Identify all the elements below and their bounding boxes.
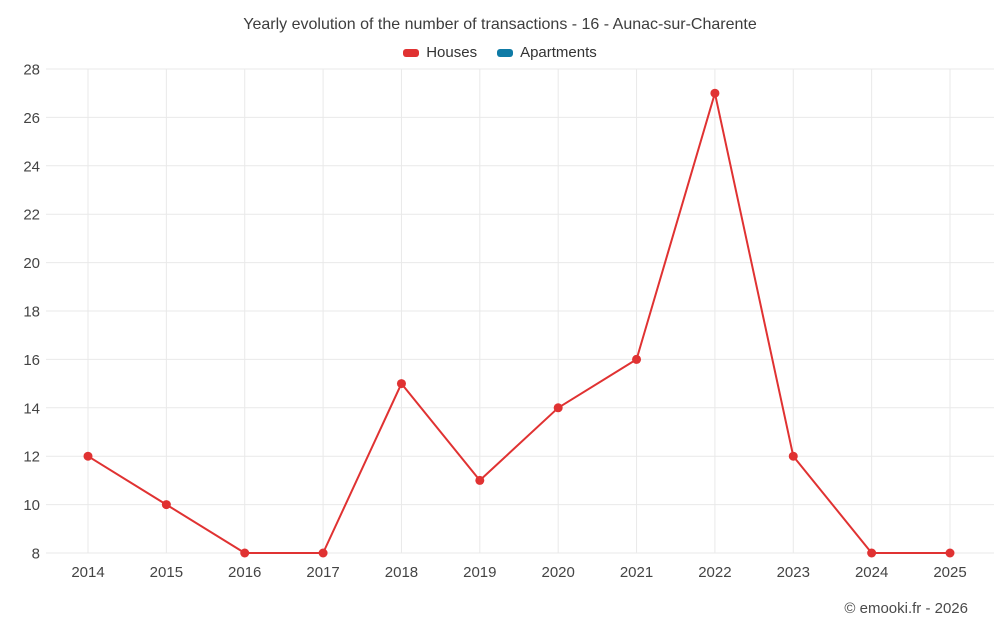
- houses-line: [87, 92, 950, 554]
- legend-item-houses[interactable]: Houses: [403, 44, 477, 61]
- legend-swatch-houses: [403, 48, 420, 57]
- y-tick-label: 26: [23, 110, 40, 127]
- x-tick-label: 2019: [463, 564, 496, 581]
- legend: Houses Apartments: [0, 44, 1000, 61]
- houses-point[interactable]: [710, 88, 720, 98]
- x-tick-label: 2024: [855, 564, 888, 581]
- y-tick-label: 22: [23, 207, 40, 224]
- legend-item-apartments[interactable]: Apartments: [497, 44, 597, 61]
- houses-point[interactable]: [240, 548, 250, 558]
- copyright: © emooki.fr - 2026: [844, 600, 968, 617]
- legend-swatch-apartments: [497, 48, 514, 57]
- y-tick-label: 8: [32, 546, 40, 563]
- y-tick-label: 24: [23, 158, 40, 175]
- legend-label-houses: Houses: [426, 44, 478, 61]
- y-tick-label: 12: [23, 449, 40, 466]
- x-tick-label: 2023: [777, 564, 810, 581]
- chart-title: Yearly evolution of the number of transa…: [243, 16, 757, 33]
- legend-label-apartments: Apartments: [520, 44, 597, 61]
- x-tick-label: 2014: [71, 564, 104, 581]
- houses-point[interactable]: [161, 500, 171, 510]
- y-tick-label: 14: [23, 400, 40, 417]
- x-tick-label: 2020: [541, 564, 574, 581]
- x-tick-label: 2022: [698, 564, 731, 581]
- x-tick-label: 2017: [306, 564, 339, 581]
- houses-point[interactable]: [632, 354, 642, 364]
- y-tick-label: 16: [23, 352, 40, 369]
- y-tick-label: 18: [23, 304, 40, 321]
- x-tick-label: 2018: [385, 564, 418, 581]
- y-tick-label: 28: [23, 62, 40, 79]
- houses-point[interactable]: [867, 548, 877, 558]
- houses-point[interactable]: [475, 475, 485, 485]
- houses-point[interactable]: [788, 451, 798, 461]
- houses-point[interactable]: [945, 548, 955, 558]
- x-tick-label: 2021: [620, 564, 653, 581]
- y-tick-label: 10: [23, 497, 40, 514]
- x-tick-label: 2015: [150, 564, 183, 581]
- houses-point[interactable]: [318, 548, 328, 558]
- y-tick-label: 20: [23, 255, 40, 272]
- houses-point[interactable]: [553, 403, 563, 413]
- houses-point[interactable]: [396, 379, 406, 389]
- x-tick-label: 2016: [228, 564, 261, 581]
- houses-point[interactable]: [83, 451, 93, 461]
- x-tick-label: 2025: [933, 564, 966, 581]
